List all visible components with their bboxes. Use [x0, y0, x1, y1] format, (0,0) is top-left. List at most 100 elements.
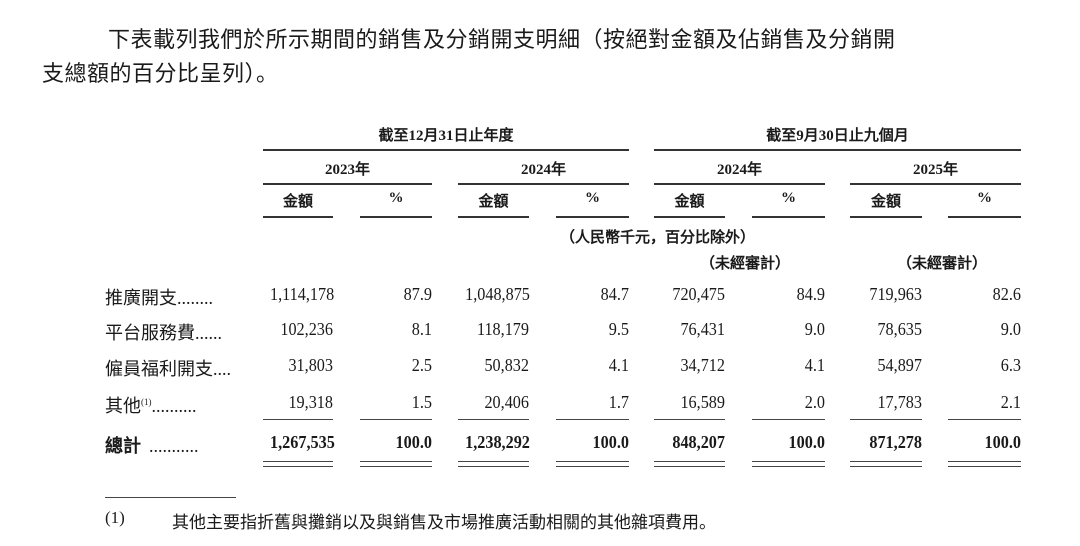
- double-rule: [654, 461, 725, 462]
- subtotal-rule: [752, 419, 825, 420]
- total-cell: 1,267,535: [270, 432, 335, 452]
- leader-dots: ......: [195, 323, 222, 343]
- rule: [654, 216, 725, 218]
- footnote-rule: [105, 497, 236, 498]
- leader-dots: ........: [177, 288, 213, 308]
- subtotal-rule: [948, 419, 1021, 420]
- table-cell: 54,897: [877, 355, 922, 375]
- rule: [654, 149, 1021, 151]
- table-cell: 719,963: [869, 284, 922, 304]
- total-cell: 1,238,292: [465, 432, 530, 452]
- table-cell: 20,406: [484, 392, 529, 412]
- rule: [752, 216, 825, 218]
- percent-column-header: %: [977, 190, 992, 206]
- subtotal-rule: [850, 419, 922, 420]
- row-label-text: 推廣開支: [105, 288, 177, 308]
- table-cell: 84.9: [796, 284, 825, 304]
- table-cell: 76,431: [680, 319, 725, 339]
- double-rule: [752, 461, 825, 462]
- table-cell: 720,475: [672, 284, 725, 304]
- unit-note: （人民幣千元，百分比除外）: [560, 230, 756, 246]
- rule: [850, 216, 922, 218]
- table-cell: 1,048,875: [465, 284, 530, 304]
- percent-column-header: %: [388, 190, 404, 206]
- row-label: 平台服務費......: [105, 319, 222, 345]
- table-cell: 6.3: [1000, 355, 1021, 375]
- table-cell: 16,589: [680, 392, 725, 412]
- subtotal-rule: [458, 419, 529, 420]
- double-rule: [850, 466, 922, 467]
- rule: [654, 183, 825, 185]
- year-header: 2025年: [912, 162, 958, 178]
- table-cell: 1,114,178: [270, 284, 335, 304]
- total-cell: 100.0: [395, 432, 432, 452]
- footnote-ref: (1): [141, 397, 152, 407]
- table-cell: 2.1: [1000, 392, 1021, 412]
- row-label-text: 平台服務費: [105, 323, 195, 343]
- total-label-text: 總計: [105, 436, 141, 456]
- table-cell: 50,832: [484, 355, 529, 375]
- table-cell: 34,712: [680, 355, 725, 375]
- double-rule: [752, 466, 825, 467]
- percent-column-header: %: [781, 190, 796, 206]
- subtotal-rule: [263, 419, 333, 420]
- row-label: 推廣開支........: [105, 284, 213, 310]
- year-header: 2023年: [324, 162, 370, 178]
- amount-column-header: 金額: [674, 194, 705, 210]
- table-cell: 19,318: [288, 392, 333, 412]
- table-cell: 2.0: [804, 392, 825, 412]
- intro-line-1: 下表載列我們於所示期間的銷售及分銷開支明細（按絕對金額及佔銷售及分銷開: [108, 27, 896, 52]
- footnote-marker: (1): [105, 508, 125, 527]
- double-rule: [360, 466, 432, 467]
- leader-dots: ..........: [151, 396, 197, 416]
- table-cell: 2.5: [411, 355, 432, 375]
- row-label: 僱員福利開支....: [105, 355, 231, 381]
- rule: [263, 149, 629, 151]
- double-rule: [948, 461, 1021, 462]
- table-cell: 31,803: [288, 355, 333, 375]
- table-cell: 87.9: [403, 284, 432, 304]
- amount-column-header: 金額: [282, 194, 313, 210]
- period-header-annual: 截至12月31日止年度: [378, 128, 514, 144]
- table-cell: 118,179: [476, 319, 529, 339]
- table-cell: 1.7: [608, 392, 629, 412]
- subtotal-rule: [654, 419, 725, 420]
- double-rule: [360, 461, 432, 462]
- row-label-text: 其他: [105, 396, 141, 416]
- table-cell: 9.0: [1000, 319, 1021, 339]
- rule: [556, 216, 629, 218]
- double-rule: [556, 461, 629, 462]
- year-header: 2024年: [716, 162, 762, 178]
- total-label: 總計...........: [105, 432, 199, 458]
- rule: [263, 183, 432, 185]
- row-label: 其他(1)..........: [105, 392, 197, 418]
- double-rule: [263, 466, 333, 467]
- intro-line-2: 支總額的百分比呈列）。: [42, 61, 279, 86]
- table-cell: 78,635: [877, 319, 922, 339]
- table-cell: 82.6: [992, 284, 1021, 304]
- double-rule: [850, 461, 922, 462]
- amount-column-header: 金額: [870, 194, 901, 210]
- table-cell: 8.1: [411, 319, 432, 339]
- total-cell: 871,278: [869, 432, 922, 452]
- table-cell: 9.0: [804, 319, 825, 339]
- total-cell: 100.0: [788, 432, 825, 452]
- rule: [458, 183, 629, 185]
- rule: [948, 216, 1021, 218]
- table-cell: 84.7: [600, 284, 629, 304]
- leader-dots: ...........: [149, 436, 199, 456]
- period-header-nine-months: 截至9月30日止九個月: [766, 128, 909, 144]
- subtotal-rule: [360, 419, 432, 420]
- table-cell: 1.5: [411, 392, 432, 412]
- rule: [850, 183, 1021, 185]
- unaudited-note-2025: （未經審計）: [897, 256, 988, 272]
- double-rule: [263, 461, 333, 462]
- row-label-text: 僱員福利開支: [105, 359, 213, 379]
- table-cell: 4.1: [804, 355, 825, 375]
- rule: [458, 216, 529, 218]
- footnote-text: 其他主要指折舊與攤銷以及與銷售及市場推廣活動相關的其他雜項費用。: [172, 513, 716, 532]
- amount-column-header: 金額: [478, 194, 509, 210]
- double-rule: [458, 466, 529, 467]
- table-cell: 4.1: [608, 355, 629, 375]
